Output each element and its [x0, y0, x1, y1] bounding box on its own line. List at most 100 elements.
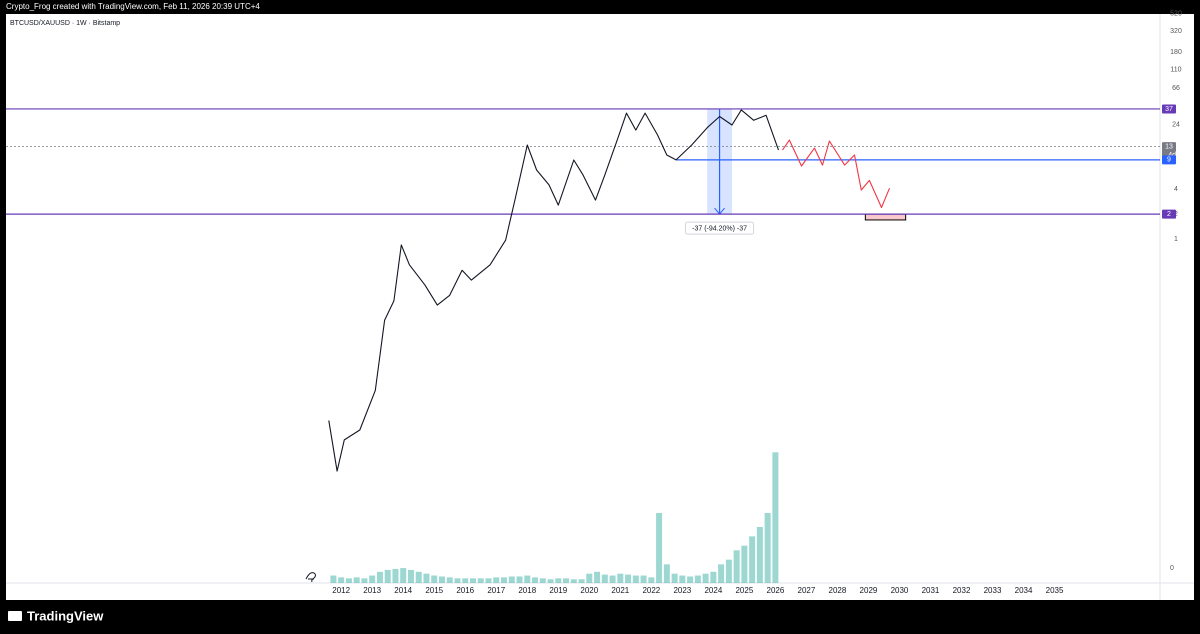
x-tick-label: 2023: [673, 586, 691, 595]
volume-bar: [772, 452, 779, 583]
x-tick-label: 2025: [735, 586, 753, 595]
x-tick-label: 2035: [1046, 586, 1064, 595]
volume-bar: [671, 573, 678, 583]
volume-bar: [555, 578, 562, 583]
volume-bar: [423, 573, 430, 583]
volume-bar: [725, 559, 732, 583]
volume-bar: [431, 575, 438, 583]
volume-bar: [702, 573, 709, 583]
price-label: 9: [1167, 157, 1171, 164]
volume-bar: [400, 568, 407, 583]
x-tick-label: 2018: [518, 586, 536, 595]
volume-bar: [632, 575, 639, 583]
volume-bar: [338, 577, 345, 583]
price-label-box: [1162, 209, 1176, 219]
plot: -37 (-94.20%) -37: [6, 108, 1160, 583]
x-tick-label: 2016: [456, 586, 474, 595]
volume-bar: [570, 579, 577, 583]
x-tick-label: 2019: [549, 586, 567, 595]
volume-bar: [369, 575, 376, 583]
x-tick-label: 2026: [767, 586, 785, 595]
volume-bar: [345, 578, 352, 583]
x-tick-label: 2031: [922, 586, 940, 595]
x-tick-label: 2014: [394, 586, 412, 595]
volume-bar: [485, 578, 492, 583]
y-tick-label: 1: [1174, 236, 1178, 243]
volume-bar: [625, 574, 632, 583]
volume-bar: [718, 564, 725, 583]
volume-bar: [547, 579, 554, 583]
volume-bar: [586, 573, 593, 583]
y-tick-label: 110: [1170, 67, 1181, 74]
x-tick-label: 2032: [953, 586, 971, 595]
dino-icon: [305, 572, 316, 583]
y-tick-label: 320: [1170, 28, 1182, 35]
price-label-box: [1162, 155, 1176, 165]
volume-bar: [640, 575, 647, 583]
volume-bar: [648, 577, 655, 583]
volume-bar: [330, 575, 337, 583]
volume-bar: [539, 578, 546, 583]
y-tick-label: 24: [1172, 121, 1180, 128]
x-tick-label: 2029: [860, 586, 878, 595]
x-tick-label: 2020: [580, 586, 598, 595]
header: Crypto_Frog created with TradingView.com…: [6, 2, 260, 11]
measure-label-box: [685, 221, 755, 235]
volume-bar: [508, 576, 515, 583]
price-line: [782, 139, 891, 209]
volume-bar: [617, 573, 624, 583]
x-tick-label: 2030: [891, 586, 909, 595]
volume-bar: [694, 575, 701, 583]
y-tick-label: 520: [1170, 11, 1182, 18]
y-tick-label: 66: [1172, 85, 1180, 92]
volume-bar: [741, 545, 748, 583]
volume-bar: [353, 577, 360, 583]
volume-bar: [407, 569, 414, 583]
price-line: [328, 109, 780, 472]
x-tick-label: 2034: [1015, 586, 1033, 595]
x-tick-label: 2028: [829, 586, 847, 595]
volume-bar: [609, 575, 616, 583]
x-tick-label: 2015: [425, 586, 443, 595]
volume-bar: [493, 577, 500, 583]
volume-bar: [532, 577, 539, 583]
price-label: 2: [1167, 211, 1171, 218]
x-tick-label: 2027: [798, 586, 816, 595]
y-tick-label: 4: [1174, 186, 1178, 193]
volume-bar: [663, 564, 670, 583]
volume-bar: [710, 571, 717, 583]
volume-bar: [438, 576, 445, 583]
volume-bar: [601, 574, 608, 583]
volume-bar: [501, 577, 508, 583]
volume-bar: [392, 569, 399, 583]
volume-bar: [594, 571, 601, 583]
y-tick-label: 180: [1170, 49, 1182, 56]
x-tick-label: 2012: [332, 586, 350, 595]
x-tick-label: 2033: [984, 586, 1002, 595]
volume-bar: [764, 513, 771, 583]
volume-bar: [376, 571, 383, 583]
volume-bar: [733, 550, 740, 583]
volume-bar: [415, 571, 422, 583]
x-tick-label: 2022: [642, 586, 660, 595]
volume-bar: [477, 578, 484, 583]
volume-bar: [361, 578, 368, 583]
volume-bar: [516, 576, 523, 583]
price-label-box: [1162, 104, 1176, 114]
volume-bar: [756, 527, 763, 583]
symbol: BTCUSD/XAUUSD · 1W · Bitstamp: [10, 20, 120, 27]
logo-text: TradingView: [27, 608, 104, 623]
measure-label: -37 (-94.20%) -37: [692, 225, 747, 232]
countdown-label: 4d 8h: [1168, 152, 1186, 159]
x-tick-label: 2021: [611, 586, 629, 595]
volume-bar: [524, 575, 531, 583]
volume-bar: [749, 536, 756, 583]
volume-bar: [656, 513, 663, 583]
x-tick-label: 2024: [704, 586, 722, 595]
logo-icon: [8, 611, 22, 621]
volume-tick-label: 0: [1170, 565, 1174, 572]
price-label: 13: [1165, 143, 1173, 150]
volume-bar: [679, 575, 686, 583]
volume-bar: [563, 578, 570, 583]
